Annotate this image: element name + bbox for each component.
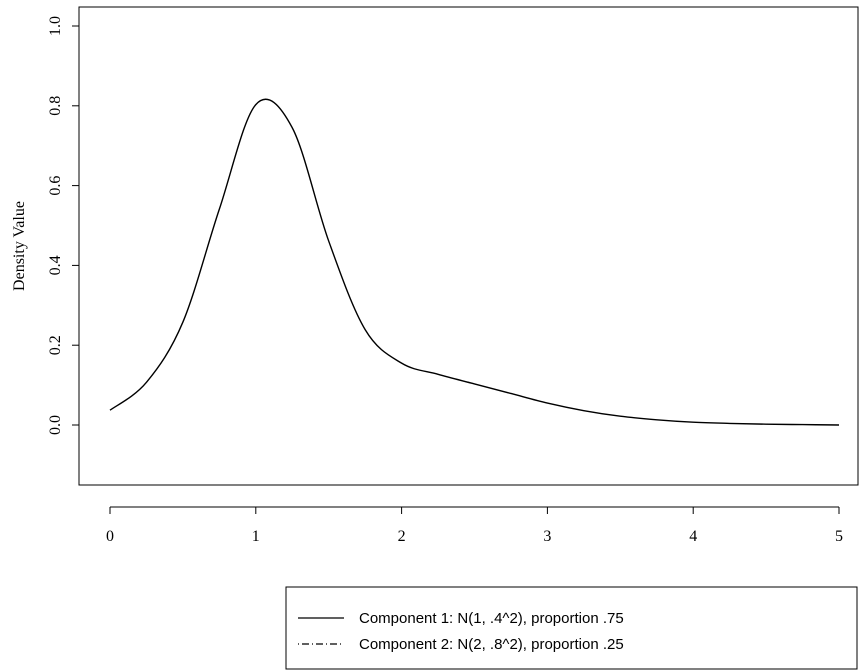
x-tick-label: 0 (106, 528, 114, 545)
y-tick-label: 0.2 (47, 335, 64, 355)
x-tick-label: 2 (398, 528, 406, 545)
series-line-component-1 (109, 98, 840, 426)
x-tick-label: 4 (689, 528, 697, 545)
legend-box (285, 586, 858, 670)
legend-label-component-1: Component 1: N(1, .4^2), proportion .75 (359, 610, 624, 627)
y-tick-label: 0.6 (47, 176, 64, 196)
x-axis: 0 1 2 3 4 5 (106, 506, 843, 545)
series-layer (109, 98, 840, 426)
x-tick-label: 3 (543, 528, 551, 545)
y-axis: 0.0 0.2 0.4 0.6 0.8 1.0 (47, 16, 80, 435)
y-tick-label: 0.4 (47, 255, 64, 275)
y-tick-label: 0.8 (47, 96, 64, 116)
y-tick-label: 1.0 (47, 16, 64, 36)
y-axis-title: Density Value (11, 201, 28, 291)
x-tick-label: 1 (252, 528, 260, 545)
legend: Component 1: N(1, .4^2), proportion .75 … (285, 586, 858, 670)
y-tick-label: 0.0 (47, 415, 64, 435)
plot-frame (78, 6, 859, 486)
x-tick-label: 5 (835, 528, 843, 545)
legend-label-component-2: Component 2: N(2, .8^2), proportion .25 (359, 636, 624, 653)
